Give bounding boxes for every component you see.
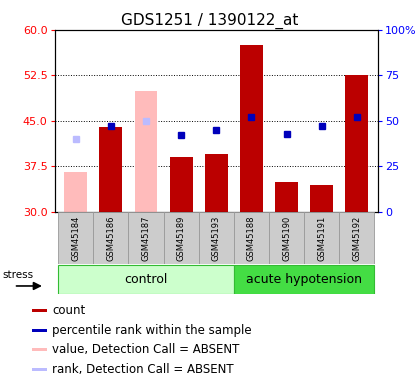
Text: stress: stress	[3, 270, 34, 280]
Bar	[240, 45, 263, 212]
FancyBboxPatch shape	[199, 212, 234, 264]
Text: GSM45190: GSM45190	[282, 216, 291, 261]
Text: GSM45186: GSM45186	[106, 215, 116, 261]
Bar	[100, 127, 122, 212]
FancyBboxPatch shape	[93, 212, 129, 264]
Text: GSM45187: GSM45187	[142, 215, 150, 261]
Text: count: count	[52, 304, 85, 317]
Text: GSM45188: GSM45188	[247, 215, 256, 261]
Text: acute hypotension: acute hypotension	[246, 273, 362, 286]
Bar	[310, 184, 333, 212]
Text: GSM45189: GSM45189	[177, 215, 186, 261]
Text: percentile rank within the sample: percentile rank within the sample	[52, 324, 252, 337]
Bar	[32, 368, 47, 371]
Bar	[134, 91, 158, 212]
Bar	[234, 265, 375, 294]
FancyBboxPatch shape	[58, 212, 93, 264]
Text: rank, Detection Call = ABSENT: rank, Detection Call = ABSENT	[52, 363, 234, 375]
Bar	[32, 348, 47, 351]
Bar	[58, 265, 234, 294]
Bar	[32, 309, 47, 312]
FancyBboxPatch shape	[269, 212, 304, 264]
Text: GSM45193: GSM45193	[212, 215, 221, 261]
FancyBboxPatch shape	[234, 212, 269, 264]
Bar	[205, 154, 228, 212]
Bar	[64, 172, 87, 212]
Text: control: control	[124, 273, 168, 286]
Text: GDS1251 / 1390122_at: GDS1251 / 1390122_at	[121, 13, 299, 29]
FancyBboxPatch shape	[164, 212, 199, 264]
Bar	[346, 75, 368, 212]
Text: value, Detection Call = ABSENT: value, Detection Call = ABSENT	[52, 343, 239, 356]
Bar	[275, 182, 298, 212]
Bar	[32, 328, 47, 332]
Text: GSM45184: GSM45184	[71, 215, 80, 261]
Bar	[170, 158, 193, 212]
Text: GSM45192: GSM45192	[352, 216, 361, 261]
FancyBboxPatch shape	[339, 212, 375, 264]
Text: GSM45191: GSM45191	[317, 216, 326, 261]
FancyBboxPatch shape	[129, 212, 163, 264]
FancyBboxPatch shape	[304, 212, 339, 264]
